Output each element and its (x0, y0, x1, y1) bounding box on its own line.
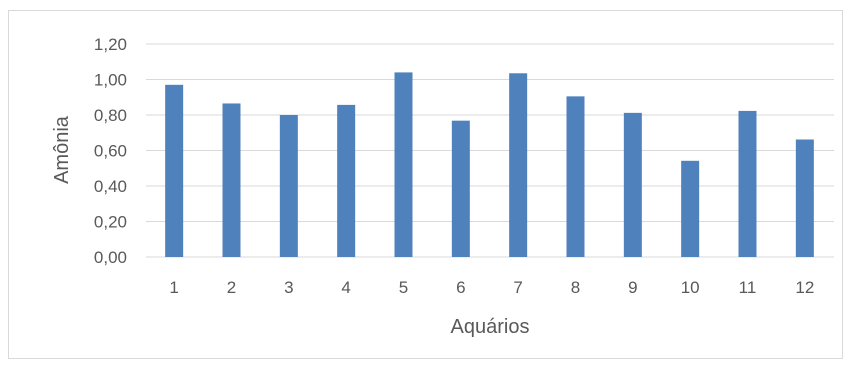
x-tick-label: 10 (681, 278, 700, 297)
bar-aquario-12 (795, 139, 814, 257)
bar-aquario-7 (509, 73, 528, 257)
bar-aquario-9 (623, 112, 642, 258)
x-tick-label: 9 (628, 278, 637, 297)
x-tick-label: 1 (169, 278, 178, 297)
bar-aquario-10 (681, 160, 700, 257)
bar-aquario-1 (165, 84, 184, 257)
bar-aquario-6 (451, 120, 470, 258)
bar-aquario-8 (566, 96, 585, 257)
x-tick-label: 7 (513, 278, 522, 297)
y-axis-title: Amônia (51, 115, 73, 184)
bar-aquario-11 (738, 110, 757, 257)
x-tick-label: 12 (795, 278, 814, 297)
x-axis-title: Aquários (451, 316, 530, 338)
y-tick-label: 0,00 (94, 248, 127, 267)
x-tick-label: 5 (399, 278, 408, 297)
y-tick-label: 1,00 (94, 71, 127, 90)
x-tick-label: 4 (341, 278, 350, 297)
gridlines (146, 43, 834, 258)
bar-aquario-5 (394, 72, 413, 258)
y-tick-label: 0,20 (94, 213, 127, 232)
x-tick-label: 11 (739, 278, 757, 297)
chart-frame (8, 10, 843, 359)
bar-aquario-4 (337, 104, 356, 257)
y-tick-label: 1,20 (94, 35, 127, 54)
bar-aquario-2 (222, 103, 241, 258)
bar-aquario-3 (279, 115, 298, 257)
x-tick-label: 8 (571, 278, 580, 297)
x-tick-labels: 1 2 3 4 5 6 7 8 9 10 11 12 (169, 278, 814, 297)
x-tick-label: 3 (284, 278, 293, 297)
x-tick-label: 2 (227, 278, 236, 297)
bars (165, 72, 814, 258)
y-tick-labels: 0,00 0,20 0,40 0,60 0,80 1,00 1,20 (94, 35, 127, 267)
x-tick-label: 6 (456, 278, 465, 297)
y-tick-label: 0,60 (94, 142, 127, 161)
y-tick-label: 0,80 (94, 106, 127, 125)
y-tick-label: 0,40 (94, 177, 127, 196)
